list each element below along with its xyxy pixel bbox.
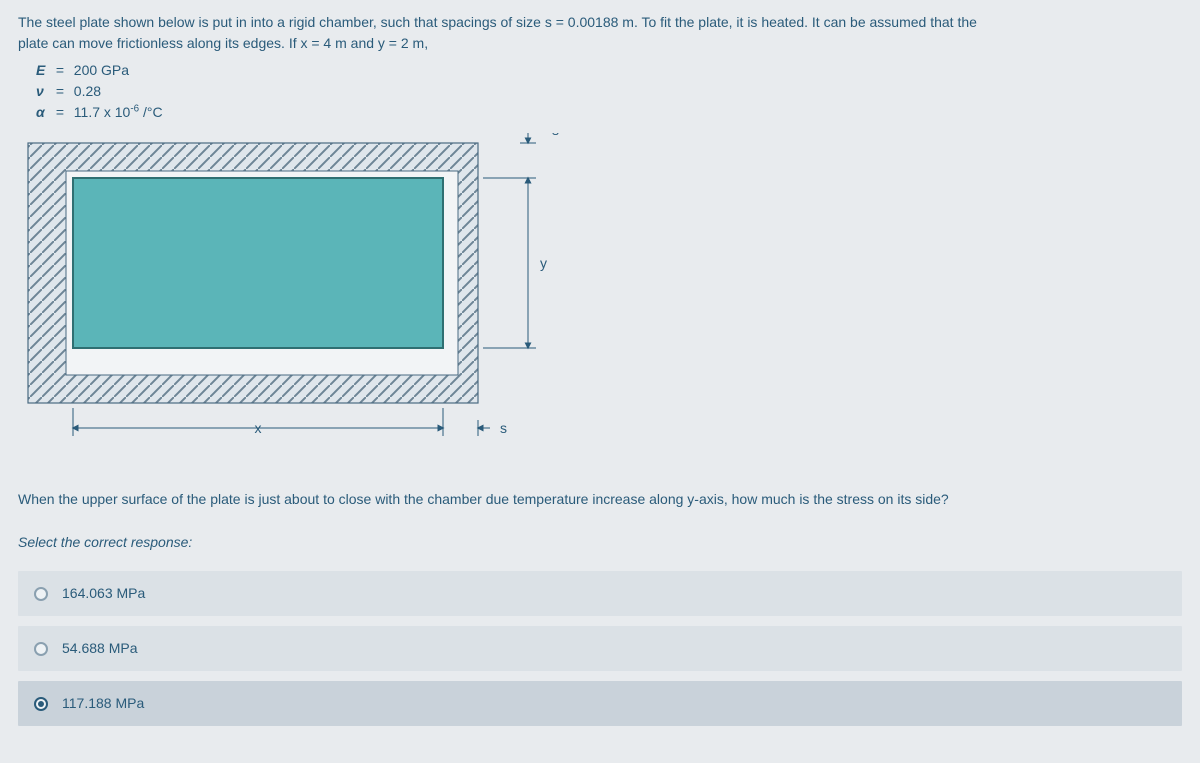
param-E-value: 200 GPa: [74, 62, 129, 78]
radio-icon: [34, 642, 48, 656]
param-E-symbol: E: [36, 60, 52, 81]
radio-icon: [34, 697, 48, 711]
diagram-container: x s y s: [18, 133, 1182, 469]
svg-text:y: y: [540, 255, 547, 271]
given-parameters: E = 200 GPa ν = 0.28 α = 11.7 x 10-6 /°C: [36, 60, 1182, 123]
steel-plate-diagram: x s y s: [18, 133, 578, 463]
svg-text:s: s: [500, 420, 507, 436]
problem-line1: The steel plate shown below is put in in…: [18, 14, 977, 30]
problem-statement: The steel plate shown below is put in in…: [18, 12, 1182, 54]
param-nu-value: 0.28: [74, 83, 101, 99]
param-alpha-symbol: α: [36, 102, 52, 123]
svg-text:x: x: [255, 420, 262, 436]
option-label: 54.688 MPa: [62, 638, 138, 659]
equals: =: [56, 81, 70, 102]
equals: =: [56, 60, 70, 81]
param-alpha-value: 11.7 x 10-6 /°C: [74, 104, 163, 120]
param-nu-symbol: ν: [36, 81, 52, 102]
equals: =: [56, 102, 70, 123]
radio-icon: [34, 587, 48, 601]
select-prompt: Select the correct response:: [18, 532, 1182, 553]
option-label: 164.063 MPa: [62, 583, 145, 604]
option-label: 117.188 MPa: [62, 693, 144, 714]
question-text: When the upper surface of the plate is j…: [18, 489, 1182, 510]
answer-option-0[interactable]: 164.063 MPa: [18, 571, 1182, 616]
answer-option-1[interactable]: 54.688 MPa: [18, 626, 1182, 671]
problem-line2: plate can move frictionless along its ed…: [18, 35, 428, 51]
answer-option-2[interactable]: 117.188 MPa: [18, 681, 1182, 726]
svg-text:s: s: [552, 133, 559, 138]
answer-options: 164.063 MPa 54.688 MPa 117.188 MPa: [18, 571, 1182, 726]
